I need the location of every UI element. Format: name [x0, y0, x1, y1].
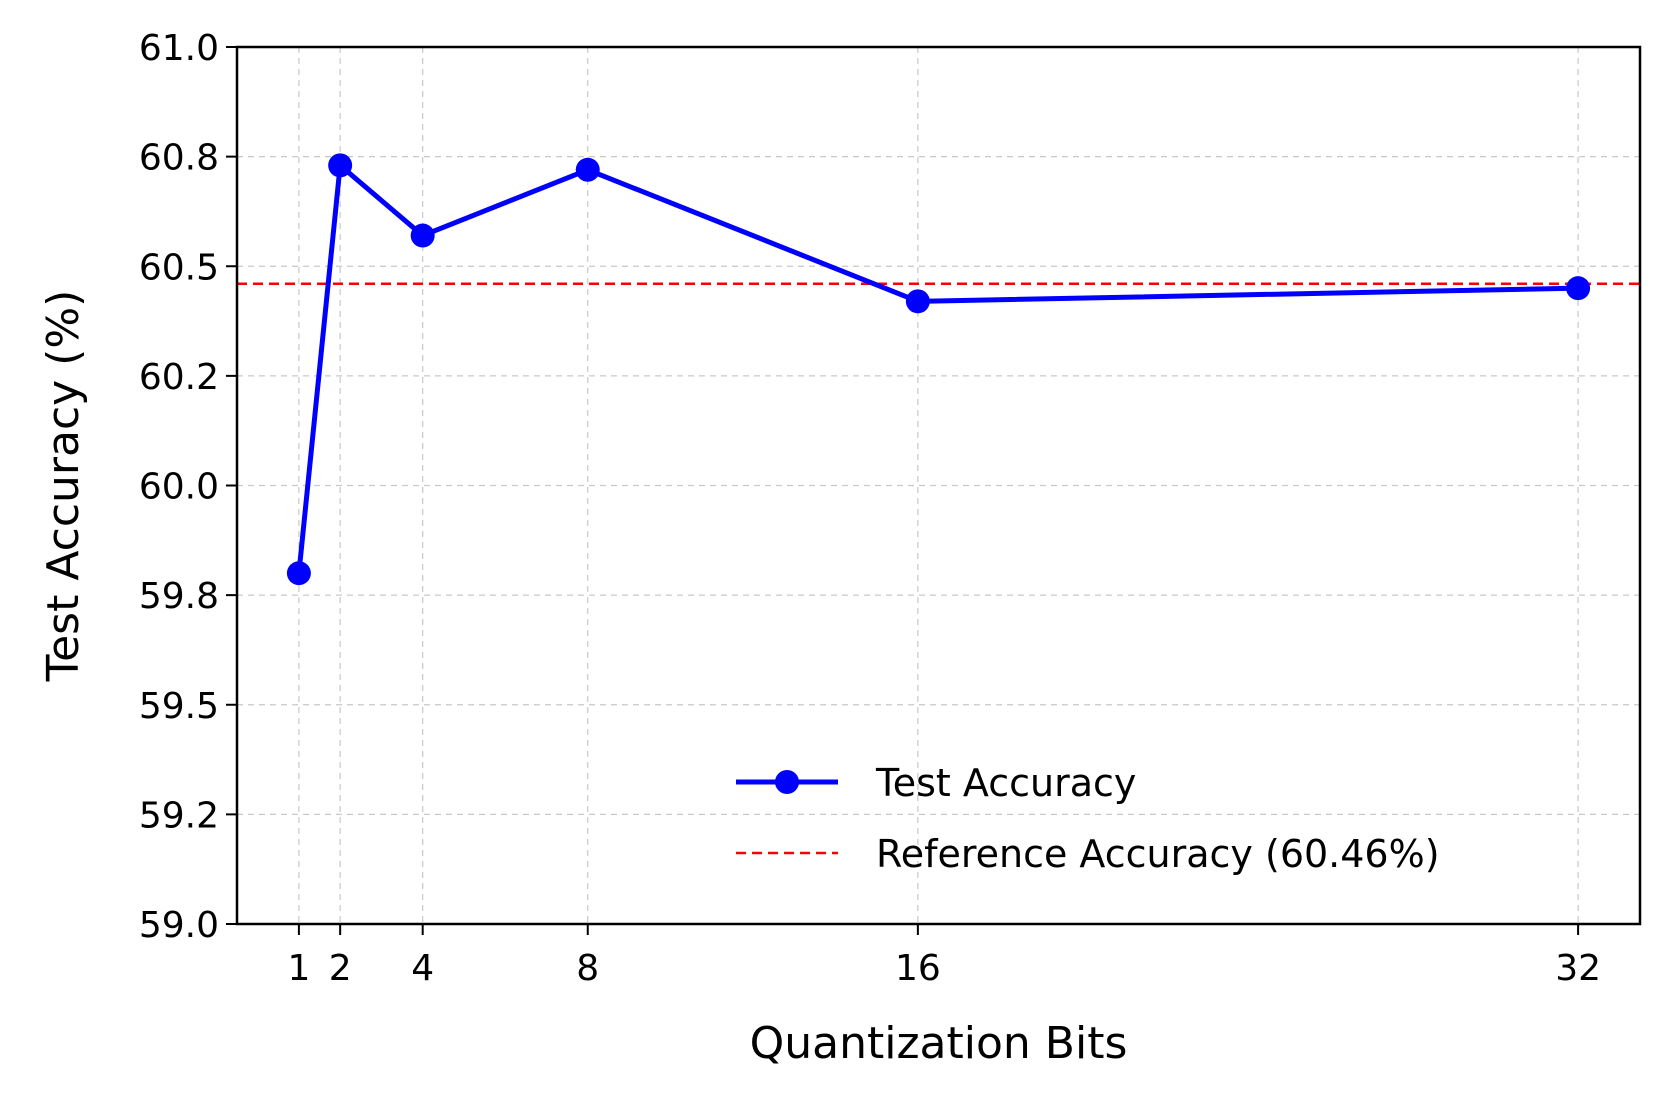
x-tick-label: 4	[411, 948, 434, 989]
x-tick-label: 2	[329, 948, 352, 989]
x-tick-label: 16	[895, 948, 941, 989]
data-point	[286, 561, 311, 586]
y-tick-label: 59.2	[139, 795, 219, 836]
x-tick-label: 8	[576, 948, 599, 989]
data-point	[1566, 276, 1591, 301]
series-group	[286, 153, 1591, 586]
legend-label-test-accuracy: Test Accuracy	[875, 761, 1136, 805]
axis-ticks: 1 2 4 8 16 32 59.0 59.2 59.5 59.8 60.0 60.2 60.5 60.8…	[139, 28, 1601, 989]
legend-label-reference: Reference Accuracy (60.46%)	[876, 832, 1440, 876]
series-line-test-accuracy	[296, 162, 1579, 574]
data-point	[905, 289, 930, 314]
x-tick-label: 32	[1555, 948, 1601, 989]
x-axis-label: Quantization Bits	[750, 1018, 1128, 1069]
y-tick-label: 59.5	[139, 686, 219, 727]
y-tick-label: 60.2	[139, 357, 219, 398]
data-point	[328, 153, 353, 178]
y-tick-label: 60.0	[139, 467, 219, 508]
legend: Test Accuracy Reference Accuracy (60.46%…	[736, 761, 1440, 876]
y-tick-label: 60.5	[139, 247, 219, 288]
y-axis-label: Test Accuracy (%)	[38, 290, 89, 683]
y-tick-label: 61.0	[139, 28, 219, 69]
y-tick-label: 59.8	[139, 576, 219, 617]
legend-marker-test-accuracy	[775, 770, 799, 794]
y-tick-label: 60.8	[139, 138, 219, 179]
data-point	[410, 223, 435, 248]
x-tick-label: 1	[287, 948, 310, 989]
y-tick-label: 59.0	[139, 905, 219, 946]
data-point	[575, 157, 600, 182]
